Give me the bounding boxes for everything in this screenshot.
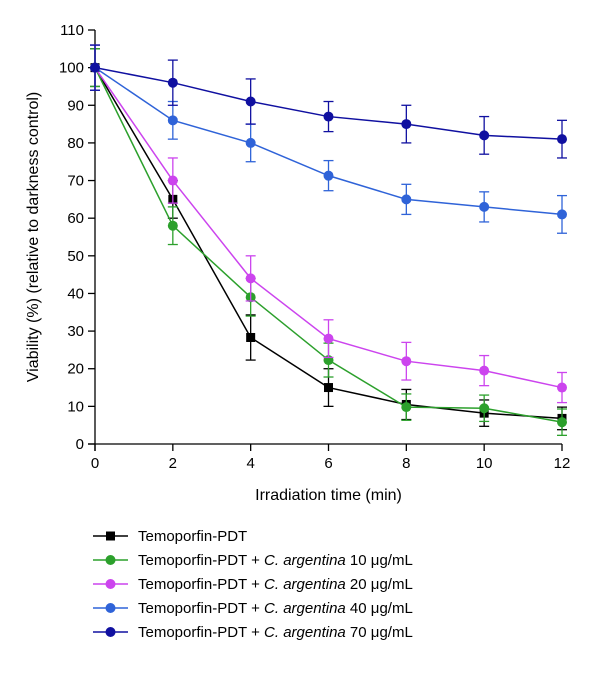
legend-label: Temoporfin-PDT + C. argentina 10 μg/mL xyxy=(138,552,413,569)
data-point xyxy=(401,119,412,130)
legend-marker xyxy=(105,627,116,637)
series-3 xyxy=(90,44,567,234)
x-tick-label: 12 xyxy=(554,455,571,472)
y-tick-label: 90 xyxy=(67,97,84,114)
legend-label-part: μ xyxy=(371,624,380,641)
y-tick-label: 20 xyxy=(67,361,84,378)
legend-label-part: Temoporfin-PDT xyxy=(138,528,247,545)
data-point xyxy=(479,201,490,212)
data-point xyxy=(167,220,178,231)
series-layer xyxy=(90,44,567,436)
legend-label-part: μ xyxy=(371,576,380,593)
legend: Temoporfin-PDT Temoporfin-PDT + C. argent… xyxy=(93,528,413,641)
series-4 xyxy=(90,44,567,159)
legend-label-part: μ xyxy=(371,552,380,569)
legend-label-part: Temoporfin-PDT + xyxy=(138,552,264,569)
legend-label-part: g/mL xyxy=(379,624,412,641)
series-2 xyxy=(90,44,567,404)
x-tick-label: 2 xyxy=(169,455,177,472)
data-point xyxy=(479,403,490,414)
y-tick-label: 0 xyxy=(76,436,84,453)
legend-label-part: 40 xyxy=(346,600,371,617)
legend-label-part: C. argentina xyxy=(264,600,346,617)
data-point xyxy=(479,130,490,141)
data-point xyxy=(557,382,567,393)
y-tick-label: 70 xyxy=(67,173,84,190)
x-tick-label: 0 xyxy=(91,455,99,472)
data-point xyxy=(401,194,412,205)
legend-label: Temoporfin-PDT xyxy=(138,528,247,545)
y-tick-label: 100 xyxy=(59,60,84,77)
y-tick-label: 80 xyxy=(67,135,84,152)
legend-label-part: g/mL xyxy=(379,600,412,617)
data-point xyxy=(167,115,178,126)
legend-label: Temoporfin-PDT + C. argentina 70 μg/mL xyxy=(138,624,413,641)
legend-label-part: 20 xyxy=(346,576,371,593)
legend-item-0: Temoporfin-PDT xyxy=(93,528,247,545)
legend-marker xyxy=(105,579,116,589)
data-point xyxy=(323,111,334,122)
data-point xyxy=(557,417,567,428)
y-tick-label: 110 xyxy=(60,22,84,39)
data-point xyxy=(401,402,412,413)
legend-label: Temoporfin-PDT + C. argentina 20 μg/mL xyxy=(138,576,413,593)
data-point xyxy=(401,356,412,367)
data-point xyxy=(167,175,178,186)
data-point xyxy=(557,209,567,220)
x-tick-label: 8 xyxy=(402,455,410,472)
data-point xyxy=(167,77,178,88)
x-axis-label: Irradiation time (min) xyxy=(255,487,402,504)
x-tick-label: 6 xyxy=(324,455,332,472)
legend-label-part: C. argentina xyxy=(264,576,346,593)
legend-marker xyxy=(106,531,115,541)
legend-item-2: Temoporfin-PDT + C. argentina 20 μg/mL xyxy=(93,576,413,593)
data-point xyxy=(323,170,334,181)
legend-label: Temoporfin-PDT + C. argentina 40 μg/mL xyxy=(138,600,413,617)
axes: 0 10 20 30 40 50 60 70 80 90 100 110 0 2 4 6 8 10 12 Irradi… xyxy=(25,22,570,504)
legend-label-part: 10 xyxy=(346,552,371,569)
data-point xyxy=(245,137,256,148)
legend-marker xyxy=(105,603,116,613)
legend-item-1: Temoporfin-PDT + C. argentina 10 μg/mL xyxy=(93,552,413,569)
y-axis-label: Viability (%) (relative to darkness cont… xyxy=(25,92,42,382)
data-point xyxy=(245,96,256,107)
legend-label-part: C. argentina xyxy=(264,624,346,641)
data-point xyxy=(323,333,334,344)
legend-label-part: 70 xyxy=(346,624,371,641)
legend-label-part: C. argentina xyxy=(264,552,346,569)
legend-label-part: Temoporfin-PDT + xyxy=(138,600,264,617)
x-tick-label: 4 xyxy=(246,455,254,472)
legend-label-part: Temoporfin-PDT + xyxy=(138,624,264,641)
legend-label-part: μ xyxy=(371,600,380,617)
data-point xyxy=(246,332,256,342)
data-point xyxy=(90,62,100,73)
data-point xyxy=(245,273,256,284)
legend-label-part: g/mL xyxy=(379,552,412,569)
series-line xyxy=(94,67,563,216)
y-tick-label: 50 xyxy=(67,248,84,265)
legend-item-3: Temoporfin-PDT + C. argentina 40 μg/mL xyxy=(93,600,413,617)
y-tick-label: 30 xyxy=(67,323,84,340)
legend-marker xyxy=(105,555,116,565)
y-tick-label: 40 xyxy=(67,285,84,302)
y-tick-label: 10 xyxy=(67,398,84,415)
legend-item-4: Temoporfin-PDT + C. argentina 70 μg/mL xyxy=(93,624,413,641)
legend-label-part: Temoporfin-PDT + xyxy=(138,576,264,593)
x-tick-label: 10 xyxy=(476,455,493,472)
data-point xyxy=(324,383,333,393)
data-point xyxy=(557,134,567,145)
data-point xyxy=(479,365,490,376)
y-tick-label: 60 xyxy=(67,210,84,227)
legend-label-part: g/mL xyxy=(379,576,412,593)
